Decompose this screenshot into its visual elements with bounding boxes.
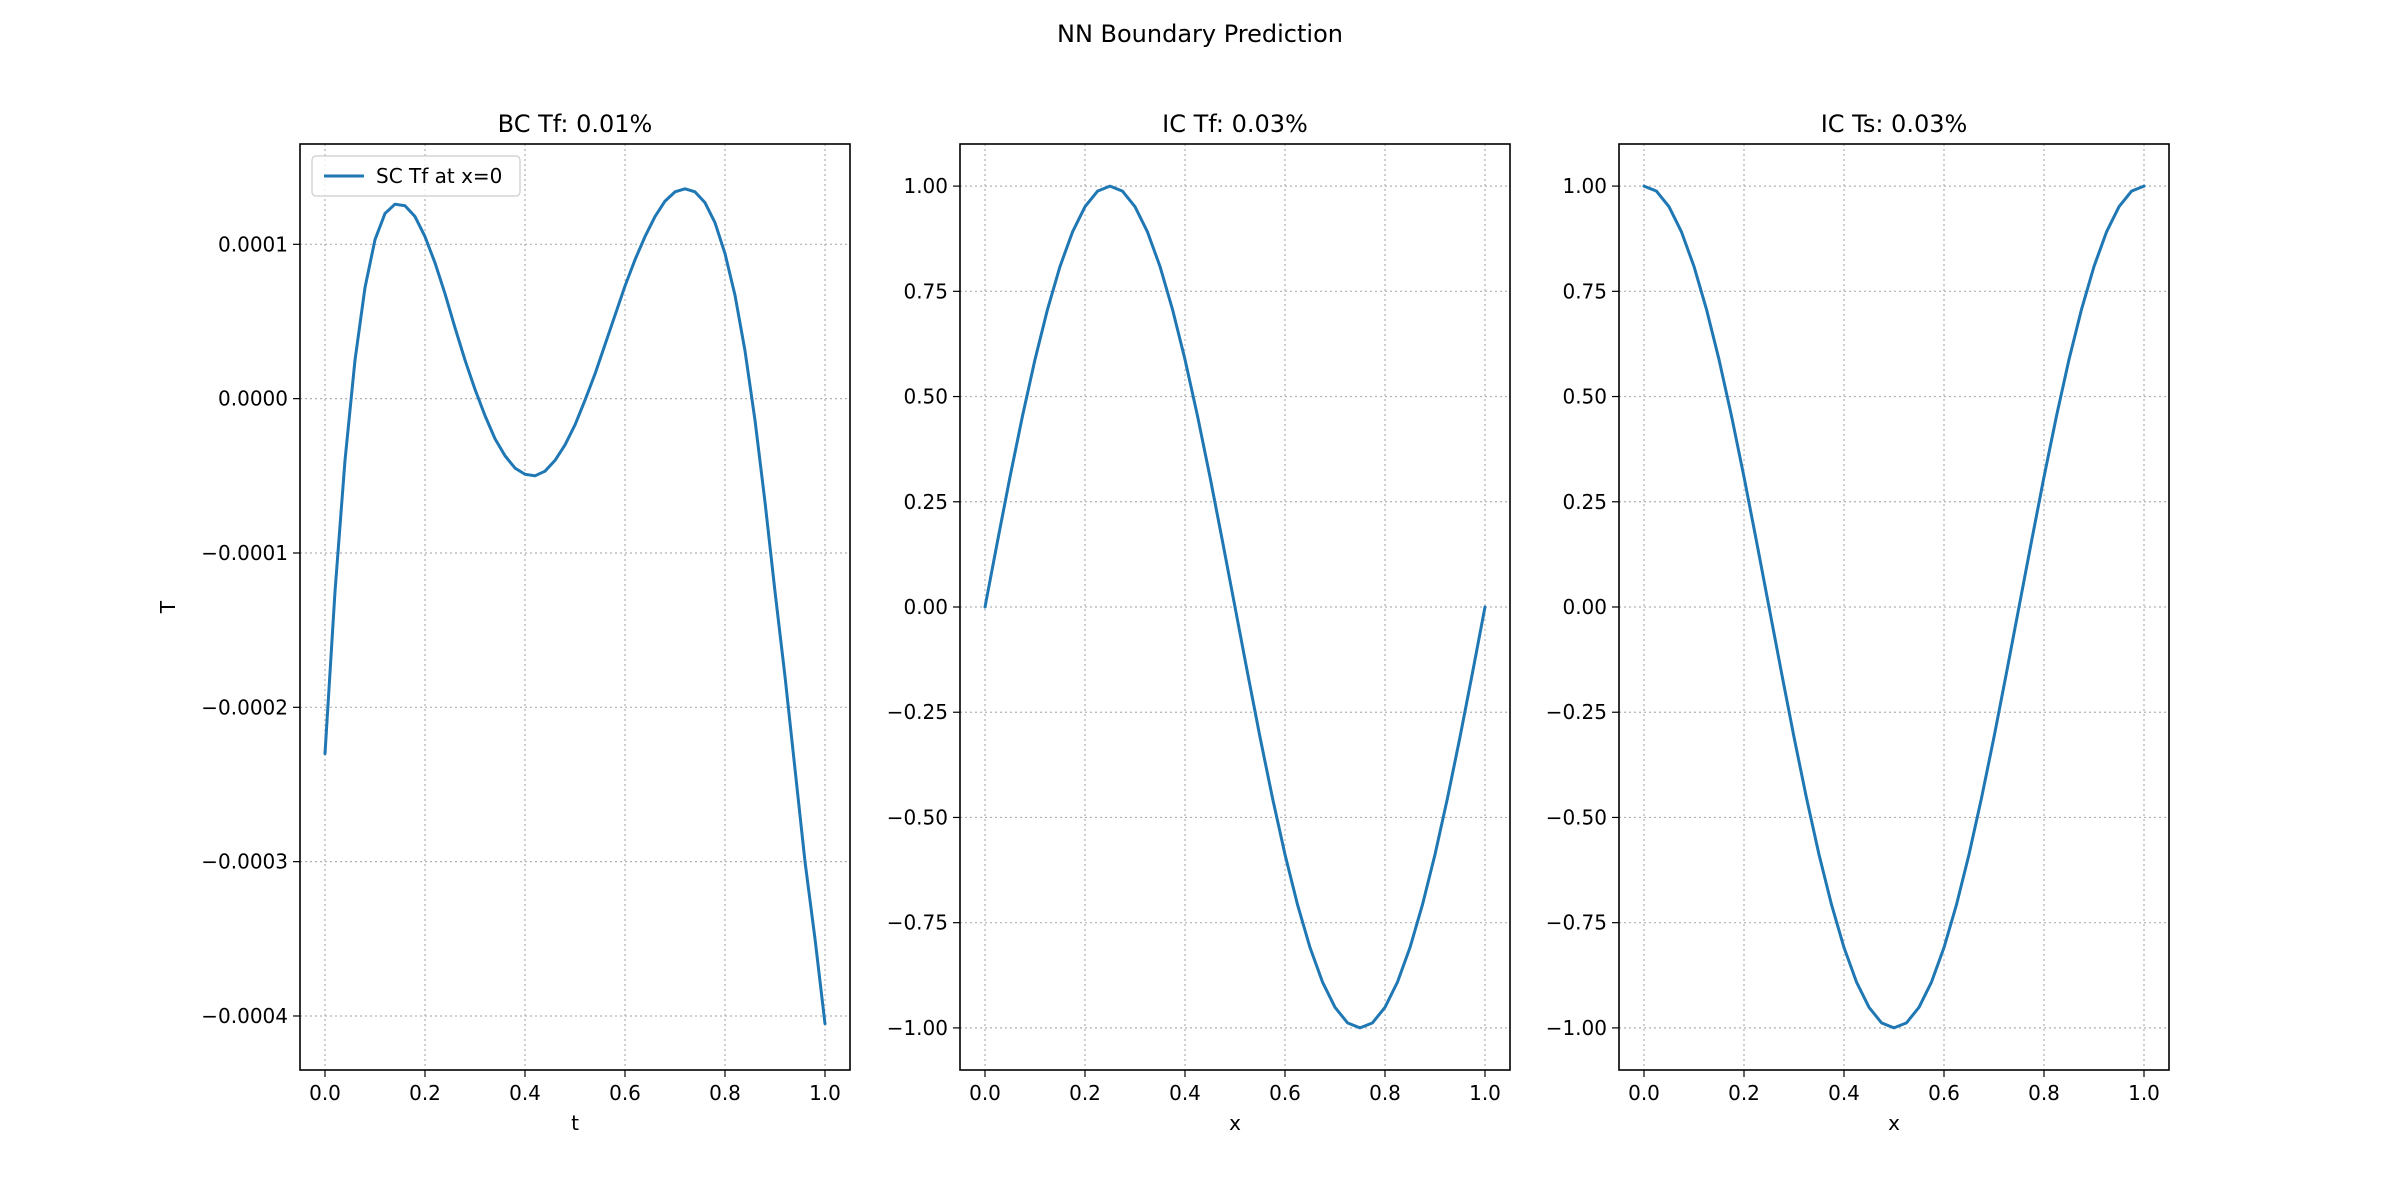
x-tick-label: 0.4 xyxy=(1169,1081,1201,1105)
axes-frame xyxy=(959,143,1511,1071)
x-tick-label: 0.8 xyxy=(2028,1081,2060,1105)
figure-title: NN Boundary Prediction xyxy=(1057,20,1343,48)
y-tick-label: −1.00 xyxy=(1546,1016,1607,1040)
y-tick-label: −0.75 xyxy=(887,911,948,935)
series-line-1 xyxy=(1642,184,2146,1030)
y-tick-label: 0.0000 xyxy=(218,387,288,411)
y-tick-label: 0.25 xyxy=(1562,490,1607,514)
series-line-1 xyxy=(983,184,1487,1030)
x-tick-label: 0.0 xyxy=(969,1081,1001,1105)
y-tick-label: 0.25 xyxy=(903,490,948,514)
axes-frame xyxy=(299,143,851,1071)
y-tick-label: 0.75 xyxy=(903,279,948,303)
y-tick-label: 0.75 xyxy=(1562,279,1607,303)
x-axis-label: t xyxy=(571,1111,579,1135)
y-tick-label: −0.25 xyxy=(887,700,948,724)
x-tick-label: 1.0 xyxy=(2128,1081,2160,1105)
x-tick-label: 0.2 xyxy=(1069,1081,1101,1105)
y-tick-label: −0.25 xyxy=(1546,700,1607,724)
x-tick-label: 1.0 xyxy=(809,1081,841,1105)
x-tick-label: 0.0 xyxy=(1628,1081,1660,1105)
subplot-title: IC Ts: 0.03% xyxy=(1821,110,1968,138)
legend-entry-label: SC Tf at x=0 xyxy=(376,164,502,188)
y-tick-label: −0.0001 xyxy=(201,541,288,565)
x-tick-label: 0.8 xyxy=(709,1081,741,1105)
x-axis-label: x xyxy=(1229,1111,1241,1135)
y-axis-label: T xyxy=(156,600,180,614)
y-tick-label: 0.0001 xyxy=(218,232,288,256)
subplot-3: 0.0 0.2 0.4 0.6 0.8 1.0 1.00 0.75 0.50 0.25 0.00 −0… xyxy=(1546,110,2170,1135)
y-tick-label: −0.50 xyxy=(1546,805,1607,829)
x-tick-label: 0.6 xyxy=(609,1081,641,1105)
y-tick-label: 0.50 xyxy=(903,385,948,409)
y-tick-label: −0.0004 xyxy=(201,1004,288,1028)
x-tick-label: 0.4 xyxy=(509,1081,541,1105)
y-tick-label: −0.0002 xyxy=(201,695,288,719)
x-tick-label: 0.8 xyxy=(1369,1081,1401,1105)
x-tick-label: 0.2 xyxy=(409,1081,441,1105)
x-tick-label: 0.6 xyxy=(1928,1081,1960,1105)
subplot-2: 0.0 0.2 0.4 0.6 0.8 1.0 1.00 0.75 0.50 0.25 0.00 −0… xyxy=(887,110,1511,1135)
y-tick-label: 0.00 xyxy=(1562,595,1607,619)
subplot-title: BC Tf: 0.01% xyxy=(498,110,653,138)
y-tick-label: −1.00 xyxy=(887,1016,948,1040)
subplot-title: IC Tf: 0.03% xyxy=(1162,110,1308,138)
y-tick-label: −0.0003 xyxy=(201,850,288,874)
x-axis-label: x xyxy=(1888,1111,1900,1135)
y-tick-label: −0.75 xyxy=(1546,911,1607,935)
axes-frame xyxy=(1618,143,2170,1071)
y-tick-label: 1.00 xyxy=(903,174,948,198)
legend: SC Tf at x=0 xyxy=(311,155,521,197)
x-tick-label: 0.6 xyxy=(1269,1081,1301,1105)
series-line-1 xyxy=(323,187,827,1026)
y-tick-label: 1.00 xyxy=(1562,174,1607,198)
subplot-1: 0.0 0.2 0.4 0.6 0.8 1.0 0.0001 0.0000 −0.0001 −0.… xyxy=(156,110,851,1135)
x-tick-label: 0.2 xyxy=(1728,1081,1760,1105)
legend-box xyxy=(311,155,521,197)
y-tick-label: 0.00 xyxy=(903,595,948,619)
x-tick-label: 0.4 xyxy=(1828,1081,1860,1105)
x-tick-label: 0.0 xyxy=(309,1081,341,1105)
y-tick-label: 0.50 xyxy=(1562,385,1607,409)
x-tick-label: 1.0 xyxy=(1469,1081,1501,1105)
y-tick-label: −0.50 xyxy=(887,805,948,829)
subplots: 0.0 0.2 0.4 0.6 0.8 1.0 0.0001 0.0000 −0.0001 −0.… xyxy=(156,110,2170,1135)
